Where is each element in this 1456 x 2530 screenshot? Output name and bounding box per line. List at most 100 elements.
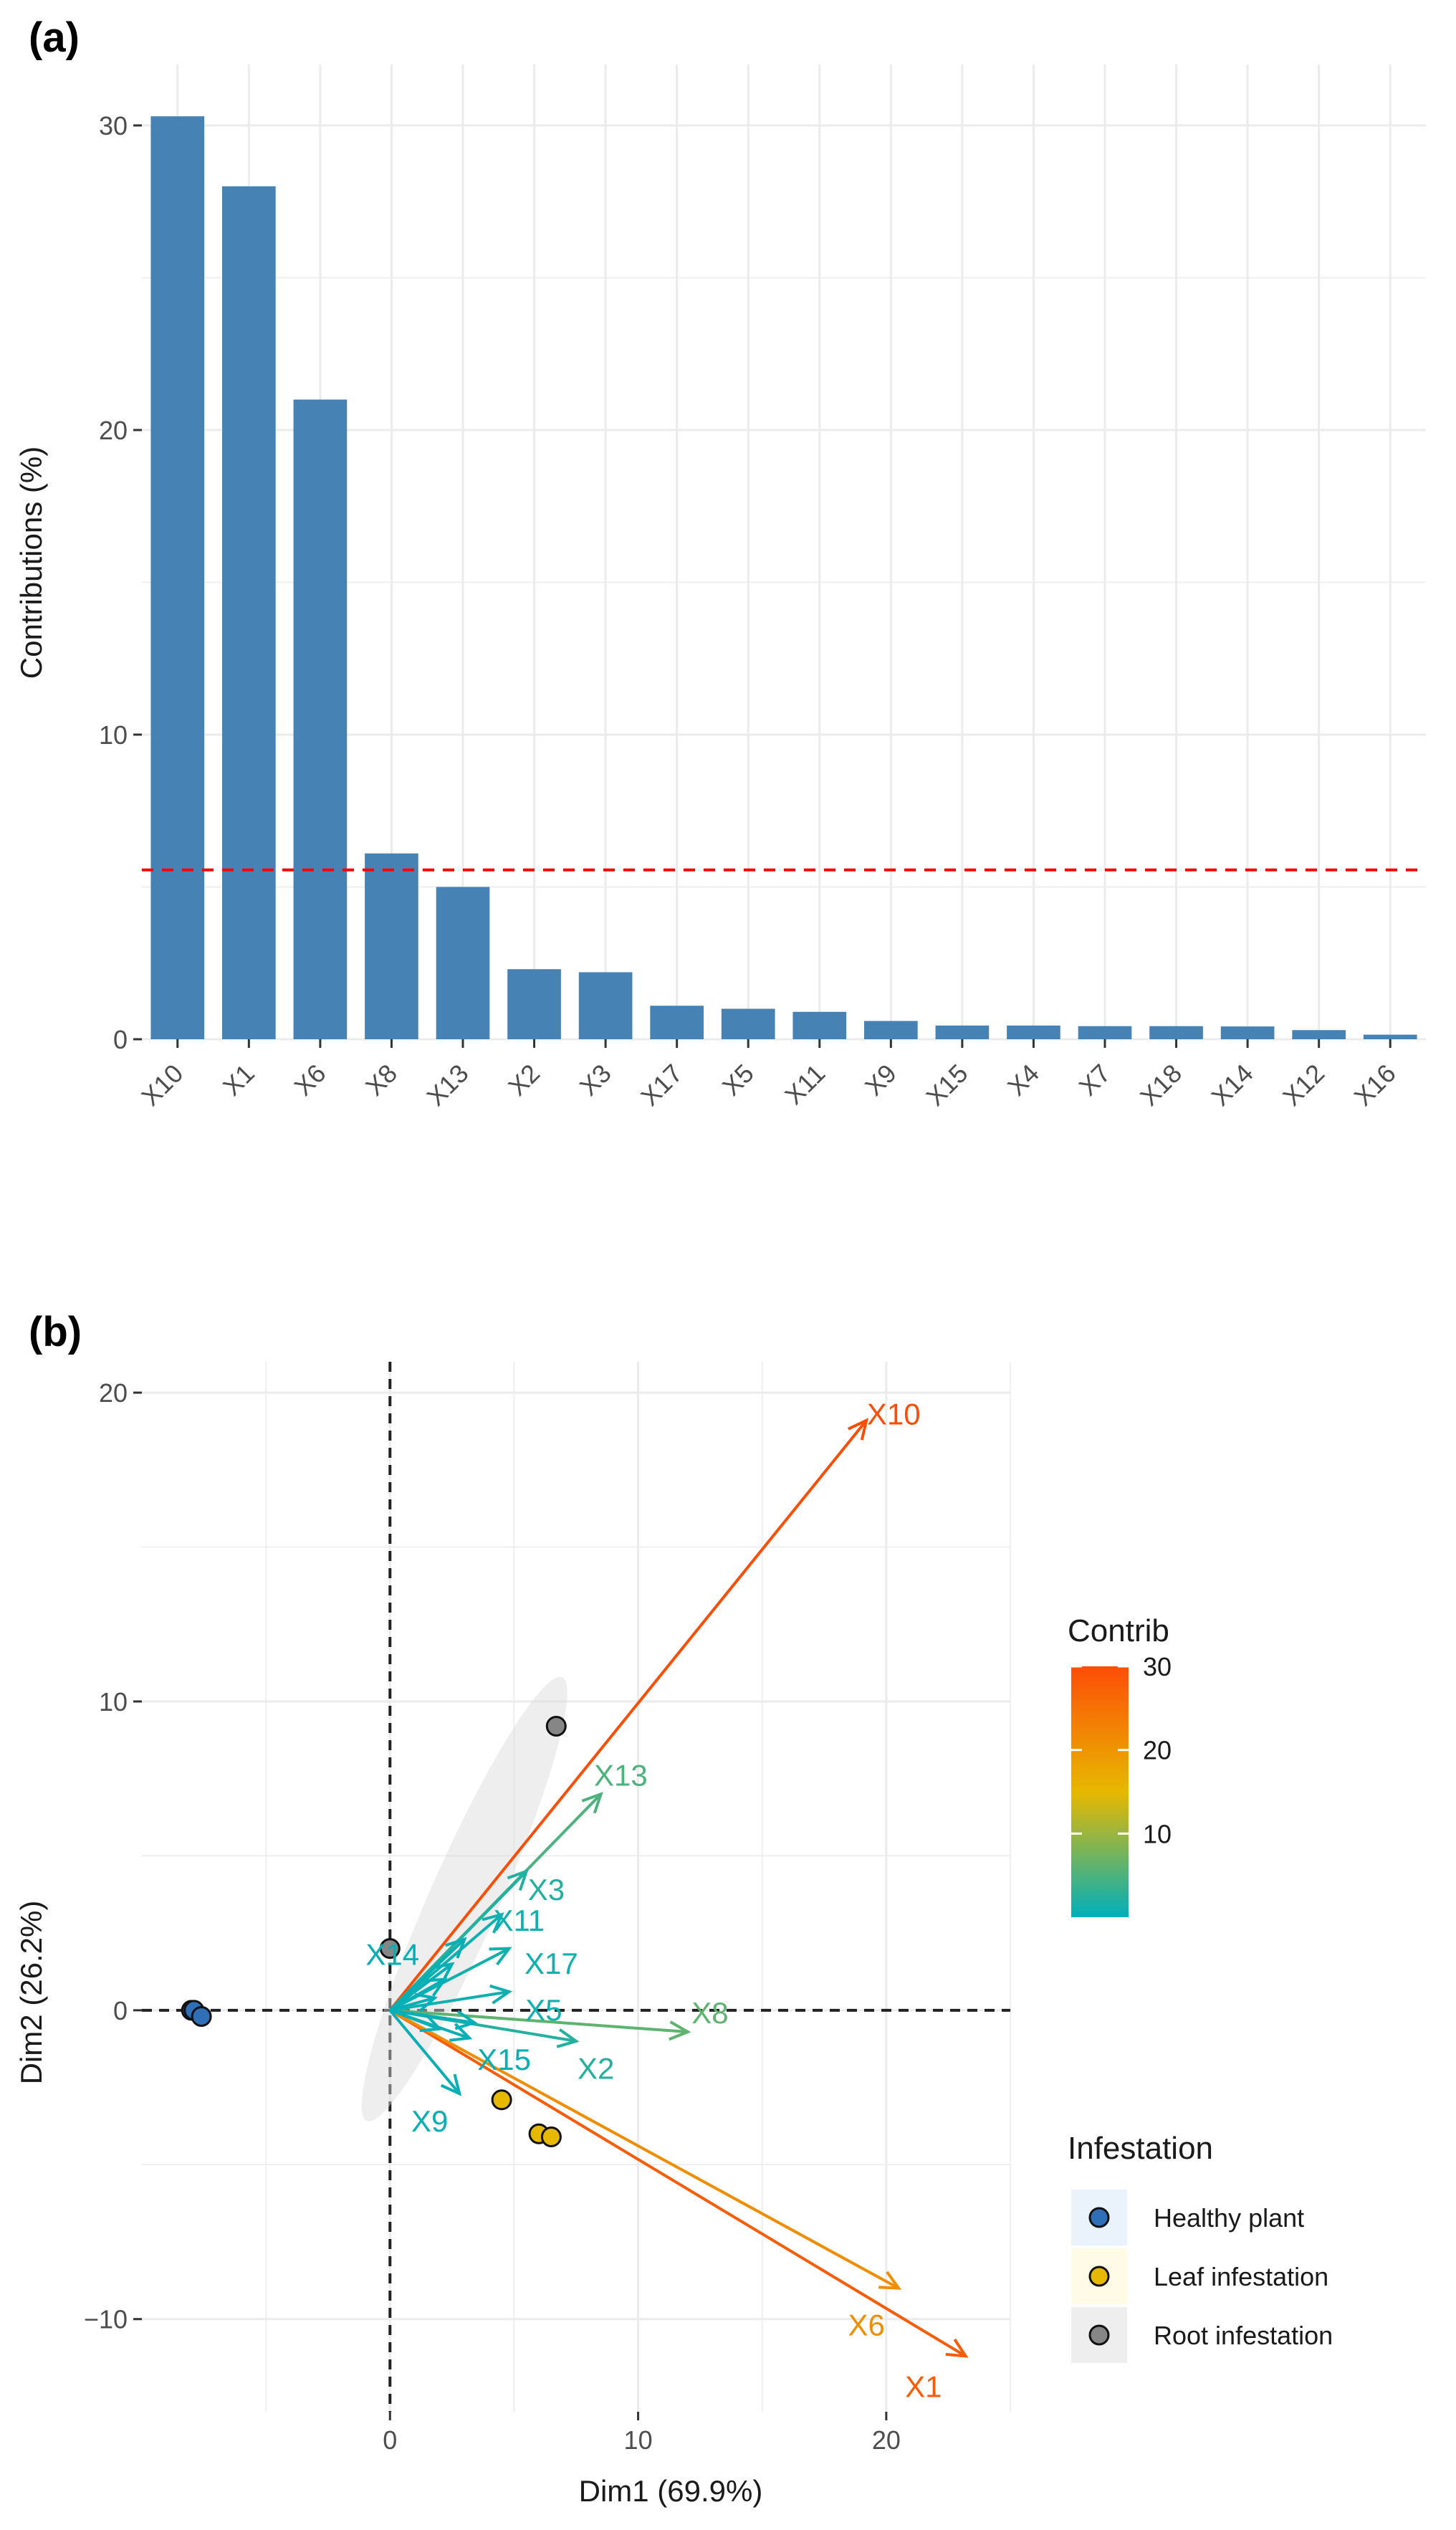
bar-X9 [864, 1021, 918, 1039]
arrow-head [424, 1977, 448, 1997]
root-infestation-ellipse [361, 1676, 567, 2121]
var-label-X15: X15 [477, 2043, 531, 2076]
bar-chart-x-ticks: X10 X1 X6 X8 X13 X2 X3 X17 X5 X11 X9 X15 X4 X7 X18 X14 X… [135, 1039, 1402, 1112]
bar-chart-grid [142, 65, 1426, 1041]
bar-X15 [935, 1025, 990, 1039]
x-tick-label-X14: X14 [1205, 1059, 1258, 1112]
bar-X5 [721, 1008, 775, 1039]
panel-label-b: (b) [29, 1309, 82, 1355]
bar-X10 [150, 116, 205, 1039]
biplot-y-ticks: −10 0 10 20 [84, 1378, 142, 2334]
legend-label: Root infestation [1154, 2321, 1333, 2350]
variable-labels: X10 X1 X6 X8 X13 X2 X3 X17 X5 X11 X9 X15 X14 [365, 1397, 942, 2403]
x-tick-label-X18: X18 [1134, 1059, 1187, 1112]
var-label-X8: X8 [691, 1996, 728, 2030]
legend-label: Healthy plant [1154, 2203, 1304, 2233]
arrow-shaft [388, 1419, 868, 2012]
var-label-X14: X14 [365, 1937, 419, 1971]
var-label-X9: X9 [411, 2104, 448, 2138]
bar-X12 [1292, 1030, 1346, 1039]
var-label-X10: X10 [867, 1397, 921, 1431]
legend-key-point [1088, 2266, 1110, 2287]
arrow-X6 [389, 2009, 902, 2290]
arrow-X10 [388, 1418, 869, 2012]
contrib-legend-ticks: 10 20 30 [1071, 1652, 1172, 1848]
arrow-shaft [389, 1962, 454, 2012]
arrow-head [507, 1868, 529, 1891]
var-label-X2: X2 [578, 2052, 614, 2086]
x-tick-label-X7: X7 [1073, 1059, 1116, 1102]
legend-key-point [1088, 2324, 1110, 2346]
arrow-head [431, 1962, 455, 1982]
arrow-head [556, 2028, 580, 2048]
var-label-X13: X13 [594, 1758, 648, 1792]
var-label-X17: X17 [525, 1947, 578, 1980]
x-tick-label-X16: X16 [1349, 1059, 1402, 1112]
legend-key-point [1088, 2207, 1110, 2228]
bar-X17 [650, 1006, 704, 1039]
var-label-X1: X1 [905, 2370, 942, 2404]
arrow-X8 [390, 2008, 691, 2041]
bar-X2 [507, 969, 561, 1039]
x-tick-label-X8: X8 [360, 1059, 403, 1102]
arrow-X9 [388, 2009, 462, 2096]
legend-item-leaf-infestation: Leaf infestation [1071, 2248, 1328, 2304]
var-label-X11: X11 [494, 1904, 545, 1937]
individual-points [181, 1715, 567, 2148]
legend-item-root-infestation: Root infestation [1071, 2307, 1333, 2363]
arrow-shaft [389, 1990, 509, 2012]
arrow-head [489, 1984, 513, 2005]
variable-arrows [388, 1418, 969, 2358]
bar-X16 [1363, 1034, 1417, 1039]
point-healthy-plant [191, 2005, 212, 2027]
biplot-x-axis-title: Dim1 (69.9%) [579, 2474, 763, 2508]
arrow-head [581, 1791, 603, 1814]
contrib-color-bar [1071, 1666, 1129, 1917]
bar-X8 [365, 853, 418, 1039]
arrow-unlabeled [389, 1992, 439, 2013]
arrow-X14 [389, 1962, 455, 2012]
point-leaf-infestation [540, 2126, 562, 2148]
y-tick-label: 20 [99, 416, 128, 445]
arrow-head [414, 1992, 439, 2013]
arrow-shaft [390, 2008, 688, 2034]
bar-X4 [1007, 1025, 1060, 1039]
arrow-shaft [388, 1938, 466, 2012]
y-tick-label: 30 [99, 111, 128, 140]
bar-chart-bars [150, 116, 1417, 1039]
arrow-shaft [389, 2008, 441, 2030]
legend-item-healthy-plant: Healthy plant [1071, 2190, 1304, 2245]
biplot-grid [142, 1362, 1011, 2412]
arrow-shaft [388, 2009, 461, 2095]
x-tick-label-X13: X13 [421, 1059, 474, 1112]
x-tick-label-X10: X10 [135, 1059, 188, 1112]
arrow-X5 [389, 1984, 513, 2012]
point-root-infestation [545, 1715, 567, 1737]
var-label-X5: X5 [525, 1993, 562, 2027]
arrow-shaft [389, 2009, 900, 2290]
x-tick-label-X5: X5 [717, 1059, 760, 1102]
bar-X18 [1149, 1026, 1203, 1039]
arrow-head [482, 1912, 504, 1934]
bar-X13 [436, 887, 490, 1039]
y-tick-label: 10 [99, 720, 128, 750]
legend-label: Leaf infestation [1154, 2262, 1328, 2291]
x-tick-label-X4: X4 [1002, 1059, 1045, 1102]
bar-X6 [293, 399, 348, 1039]
x-tick-label-X12: X12 [1277, 1059, 1330, 1112]
y-tick-label: 10 [99, 1687, 128, 1717]
point-leaf-infestation [491, 2089, 512, 2111]
arrow-shaft [389, 1996, 436, 2012]
arrow-unlabeled [389, 2008, 478, 2030]
y-tick-label: 0 [113, 1996, 128, 2025]
arrow-shaft [389, 2008, 475, 2025]
bar-X3 [578, 972, 633, 1039]
contrib-legend-title: Contrib [1068, 1613, 1169, 1648]
arrow-head [454, 2010, 478, 2030]
contrib-tick-label: 10 [1143, 1819, 1172, 1848]
arrow-head [669, 2020, 691, 2041]
biplot-panel: X10 X1 X6 X8 X13 X2 X3 X17 X5 X11 X9 X15 X14 −10 0 10 2… [14, 1362, 1333, 2508]
x-tick-label-X15: X15 [920, 1059, 973, 1112]
